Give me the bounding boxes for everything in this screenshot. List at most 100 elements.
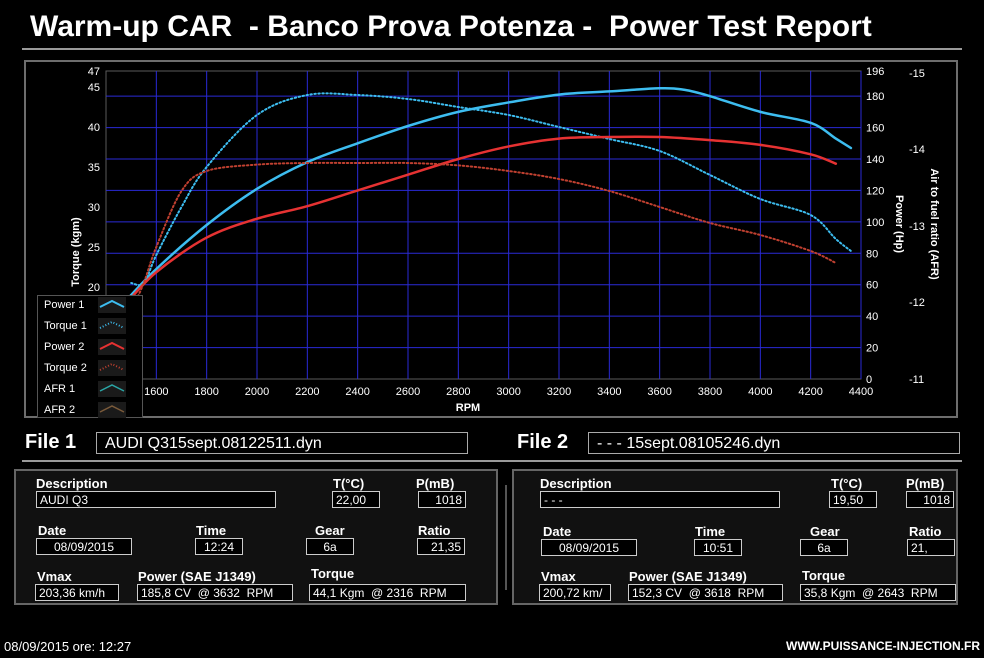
legend-label: AFR 1 (44, 383, 76, 395)
section-divider (22, 460, 962, 462)
x-tick-label: 4400 (849, 386, 873, 398)
y-right-power-tick-label: 160 (866, 123, 884, 135)
x-tick-label: 4200 (798, 386, 822, 398)
footer-datetime: 08/09/2015 ore: 12:27 (4, 639, 132, 654)
legend-label: Power 1 (44, 299, 85, 311)
file2-torque-field[interactable]: 35,8 Kgm @ 2643 RPM (800, 584, 956, 601)
x-tick-label: 3600 (647, 386, 671, 398)
legend-label: Power 2 (44, 341, 85, 353)
legend-item-power-1[interactable]: Power 1 (38, 296, 142, 317)
legend-swatch-afr-2 (98, 402, 126, 418)
file2-vmax-label: Vmax (541, 569, 576, 584)
file2-pressure-label: P(mB) (906, 476, 945, 491)
file1-vmax-field[interactable]: 203,36 km/h (35, 584, 119, 601)
legend-swatch-power-1 (98, 297, 126, 313)
legend-item-afr-2[interactable]: AFR 2 (38, 401, 142, 422)
file1-ratio-field[interactable]: 21,35 (417, 538, 465, 555)
file2-gear-label: Gear (810, 524, 840, 539)
file2-description-field[interactable]: - - - (540, 491, 780, 508)
x-tick-label: 2800 (446, 386, 470, 398)
file1-description-field[interactable]: AUDI Q3 (36, 491, 276, 508)
series-line-torque-2 (130, 161, 837, 312)
legend-swatch-torque-2 (98, 360, 126, 376)
file1-date-field[interactable]: 08/09/2015 (36, 538, 132, 555)
y-right-power-tick-label: 80 (866, 248, 878, 260)
legend-item-torque-1[interactable]: Torque 1 (38, 317, 142, 338)
file2-description-label: Description (540, 476, 612, 491)
file1-power-label: Power (SAE J1349) (138, 569, 256, 584)
y-axis-left-label: Torque (kgm) (70, 217, 82, 287)
file2-vmax-field[interactable]: 200,72 km/ (539, 584, 611, 601)
file2-date-field[interactable]: 08/09/2015 (541, 539, 637, 556)
y-right-power-tick-label: 40 (866, 311, 878, 323)
file1-ratio-label: Ratio (418, 523, 451, 538)
legend-item-power-2[interactable]: Power 2 (38, 338, 142, 359)
file1-temp-field[interactable]: 22,00 (332, 491, 380, 508)
y-right-power-tick-label: 60 (866, 280, 878, 292)
series-line-power-1 (124, 86, 853, 302)
chart-legend[interactable]: Power 1 Torque 1 Power 2 Torque 2 AFR 1 … (37, 295, 143, 418)
chart-grid (105, 70, 862, 380)
y-axis-torque-ticks: 1520253035404547 (88, 66, 100, 334)
file2-gear-field[interactable]: 6a (800, 539, 848, 556)
file2-name-field[interactable]: - - - 15sept.08105246.dyn (588, 432, 960, 454)
y-left-torque-tick-label: 25 (88, 242, 100, 254)
file1-vmax-label: Vmax (37, 569, 72, 584)
y-left-torque-tick-label: 20 (88, 282, 100, 294)
series-line-torque-1 (130, 92, 852, 287)
y-right-power-tick-label: 140 (866, 154, 884, 166)
y-right-afr-tick-label: -15 (909, 68, 925, 80)
legend-item-torque-2[interactable]: Torque 2 (38, 359, 142, 380)
x-tick-label: 3000 (496, 386, 520, 398)
file1-gear-field[interactable]: 6a (306, 538, 354, 555)
y-right-afr-tick-label: -11 (909, 374, 924, 386)
y-right-afr-tick-label: -12 (909, 297, 925, 309)
legend-swatch-afr-1 (98, 381, 126, 397)
panel-divider (505, 485, 507, 590)
legend-label: Torque 2 (44, 362, 87, 374)
x-tick-label: 3800 (698, 386, 722, 398)
x-tick-label: 1800 (194, 386, 218, 398)
series-line-power-2 (124, 135, 838, 305)
file1-pressure-field[interactable]: 1018 (418, 491, 466, 508)
file2-power-field[interactable]: 152,3 CV @ 3618 RPM (628, 584, 783, 601)
file2-time-label: Time (695, 524, 726, 539)
y-right-power-tick-label: 0 (866, 374, 872, 386)
y-right-power-tick-label: 20 (866, 343, 878, 355)
x-tick-label: 1600 (144, 386, 168, 398)
file2-ratio-field[interactable]: 21, (907, 539, 955, 556)
file1-date-label: Date (38, 523, 67, 538)
file1-power-field[interactable]: 185,8 CV @ 3632 RPM (137, 584, 293, 601)
file1-time-label: Time (196, 523, 227, 538)
file1-name-field[interactable]: AUDI Q315sept.08122511.dyn (96, 432, 468, 454)
y-axis-right-afr-label: Air to fuel ratio (AFR) (928, 168, 940, 280)
y-left-torque-tick-label: 35 (88, 162, 100, 174)
x-tick-label: 3200 (547, 386, 571, 398)
y-right-power-tick-label: 180 (866, 91, 884, 103)
y-right-afr-tick-label: -14 (909, 144, 925, 156)
file1-time-field[interactable]: 12:24 (195, 538, 243, 555)
legend-label: AFR 2 (44, 404, 76, 416)
y-left-torque-tick-label: 30 (88, 202, 100, 214)
file2-temp-label: T(°C) (831, 476, 863, 491)
y-left-torque-tick-label: 45 (88, 82, 100, 94)
dyno-chart: 1600 1800 2000 2200 2400 2600 2800 3000 3200 3400… (24, 60, 958, 418)
file2-date-label: Date (543, 524, 572, 539)
file2-temp-field[interactable]: 19,50 (829, 491, 877, 508)
report-title: Warm-up CAR - Banco Prova Potenza - Powe… (30, 10, 872, 43)
file2-ratio-label: Ratio (909, 524, 942, 539)
file1-description-label: Description (36, 476, 108, 491)
file1-torque-field[interactable]: 44,1 Kgm @ 2316 RPM (309, 584, 466, 601)
file2-time-field[interactable]: 10:51 (694, 539, 742, 556)
file1-gear-label: Gear (315, 523, 345, 538)
title-divider (22, 48, 962, 50)
x-tick-label: 2400 (345, 386, 369, 398)
file1-label: File 1 (25, 431, 77, 453)
plot-area (105, 70, 862, 380)
x-tick-label: 2000 (245, 386, 269, 398)
y-right-power-tick-label: 120 (866, 185, 884, 197)
file2-pressure-field[interactable]: 1018 (906, 491, 954, 508)
legend-item-afr-1[interactable]: AFR 1 (38, 380, 142, 401)
file1-torque-label: Torque (311, 566, 355, 581)
y-axis-right-power-label: Power (Hp) (893, 195, 905, 253)
